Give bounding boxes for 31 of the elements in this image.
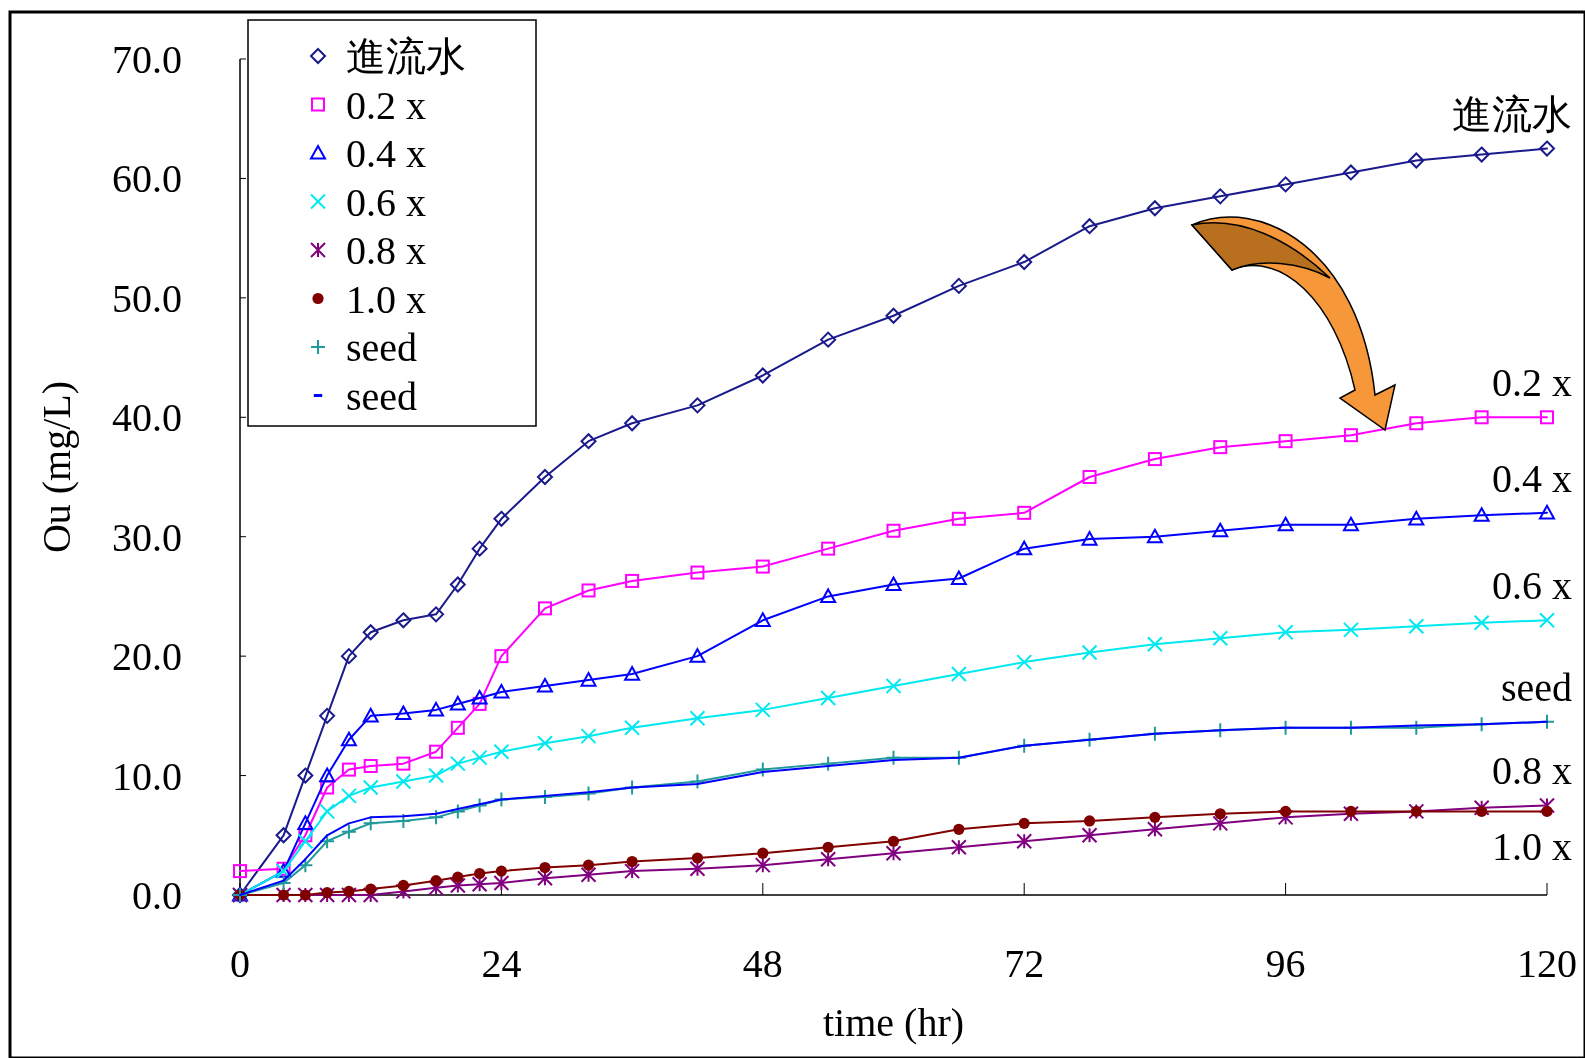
legend-label: 0.4 x <box>346 131 426 176</box>
y-tick-label: 30.0 <box>112 514 182 560</box>
y-tick-label: 0.0 <box>132 873 182 918</box>
x-tick-label: 0 <box>230 941 250 986</box>
x-tick-label: 48 <box>742 941 783 986</box>
annotation: 0.4 x <box>1492 455 1572 501</box>
annotation: 1.0 x <box>1492 824 1572 870</box>
y-tick-label: 50.0 <box>112 275 182 321</box>
y-tick-label: 70.0 <box>112 37 182 82</box>
x-tick-label: 24 <box>481 941 522 986</box>
x-tick-label: 72 <box>1004 941 1045 986</box>
x-axis-title: time (hr) <box>822 1000 965 1045</box>
x-tick-label: 96 <box>1265 941 1306 986</box>
y-tick-label: 40.0 <box>112 395 182 441</box>
y-axis-title: Ou (mg/L) <box>34 380 79 554</box>
legend-label: 0.8 x <box>346 228 426 273</box>
y-tick-label: 60.0 <box>112 156 182 202</box>
annotation: seed <box>1500 664 1572 710</box>
legend-label: 0.6 x <box>346 179 426 225</box>
annotation: 0.2 x <box>1492 360 1572 406</box>
x-tick-label: 120 <box>1517 941 1577 986</box>
legend-label: seed <box>346 373 418 419</box>
legend-label: seed <box>346 325 418 370</box>
y-tick-label: 20.0 <box>112 634 182 680</box>
annotation: 0.8 x <box>1492 748 1572 794</box>
y-tick-label: 10.0 <box>112 753 182 799</box>
legend-label: 進流水 <box>346 34 466 79</box>
legend-label: 0.2 x <box>346 82 426 128</box>
legend-label: 1.0 x <box>346 276 426 322</box>
annotation: 進流水 <box>1452 91 1572 137</box>
annotation: 0.6 x <box>1492 563 1572 609</box>
